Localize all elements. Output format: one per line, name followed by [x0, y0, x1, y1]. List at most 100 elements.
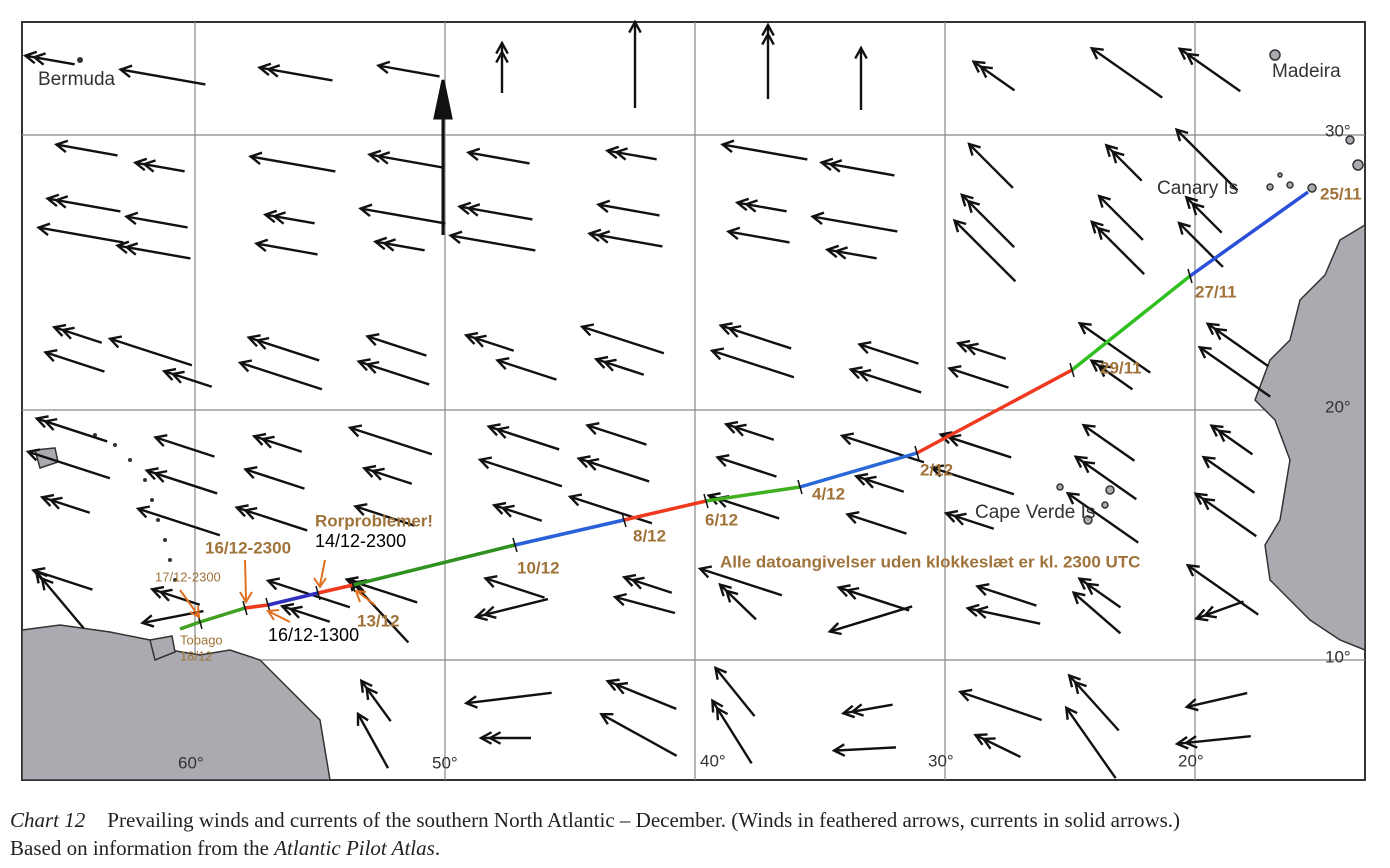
current-arrow: [810, 211, 898, 233]
wind-arrow: [478, 731, 531, 745]
arrow-shaft: [812, 215, 898, 233]
caption: Chart 12 Prevailing winds and currents of…: [10, 808, 1180, 832]
arrow-head: [1064, 705, 1078, 720]
arrow-head: [981, 737, 996, 750]
arrow-shaft: [236, 506, 308, 532]
arrow-head: [862, 475, 877, 489]
arrow-head: [170, 370, 185, 384]
caption-text: Prevailing winds and currents of the sou…: [107, 808, 1180, 832]
arrow-shaft: [841, 434, 925, 464]
arrow-head: [495, 40, 509, 55]
arrow-head: [491, 501, 507, 515]
date-label: 2/12: [920, 460, 953, 479]
arrow-head: [718, 582, 732, 597]
arrow-head: [621, 573, 637, 587]
current-arrow: [254, 238, 318, 256]
longitude-label: 60°: [178, 753, 204, 772]
arrow-head: [376, 60, 391, 75]
wind-arrow: [853, 472, 905, 493]
arrow-head: [596, 199, 611, 214]
arrow-head: [347, 577, 362, 592]
arrow-head: [605, 678, 620, 692]
arrow-shaft: [833, 746, 897, 752]
current-arrow: [1089, 46, 1163, 99]
arrow-head: [709, 347, 725, 361]
arrow-head: [978, 65, 993, 79]
wind-arrow: [605, 678, 677, 710]
arrow-shaft: [45, 351, 105, 373]
current-arrow: [36, 222, 124, 244]
wind-arrow: [718, 322, 792, 350]
arrow-head: [1081, 460, 1096, 474]
arrow-head: [254, 336, 270, 350]
arrow-head: [271, 211, 286, 225]
arrow-shaft: [1067, 492, 1139, 544]
arrow-head: [974, 605, 989, 619]
arrow-head: [1096, 364, 1111, 378]
current-arrow: [237, 359, 323, 391]
wind-arrow: [960, 193, 1016, 249]
wind-arrow: [149, 585, 201, 606]
arrow-shaft: [117, 244, 191, 260]
arrow-head: [1197, 345, 1212, 359]
wind-arrow: [836, 584, 910, 612]
arrow-head: [602, 358, 617, 372]
arrow-head: [840, 704, 856, 719]
arrow-head: [827, 159, 843, 173]
arrow-head: [726, 226, 741, 241]
current-arrow: [1077, 321, 1151, 374]
arrow-shaft: [120, 68, 206, 86]
latitude-label: 10°: [1325, 647, 1351, 666]
arrow-head: [1183, 735, 1198, 749]
caption-source: Atlantic Pilot Atlas: [272, 836, 435, 860]
wind-arrow: [971, 60, 1016, 92]
land: [21, 49, 1366, 781]
arrow-head: [587, 228, 602, 243]
route-leg: [1070, 274, 1192, 372]
arrow-head: [25, 448, 41, 462]
current-arrow: [358, 203, 446, 225]
arrow-shaft: [1090, 220, 1146, 276]
current-arrow: [709, 347, 795, 379]
arrow-head: [952, 512, 967, 526]
arrow-shaft: [378, 64, 440, 78]
date-label: 27/11: [1195, 282, 1237, 301]
arrow-head: [1185, 52, 1200, 66]
route-tick: [703, 493, 709, 509]
wind-arrow: [361, 464, 413, 485]
route-leg: [799, 451, 918, 489]
arrow-head: [1081, 423, 1096, 437]
arrow-shaft: [1075, 455, 1137, 501]
arrow-head: [613, 681, 629, 695]
arrow-head: [1077, 321, 1092, 335]
arrow-head: [966, 199, 981, 214]
arrow-head: [947, 365, 962, 378]
caption-label: Chart 12: [10, 808, 86, 832]
arrow-head: [1201, 497, 1216, 511]
wind-arrow: [234, 504, 308, 532]
arrow-head: [135, 505, 151, 519]
arrow-shaft: [479, 458, 563, 488]
arrow-shaft: [349, 426, 433, 456]
current-arrow: [1201, 455, 1256, 494]
arrow-head: [42, 417, 58, 431]
arrow-head: [593, 355, 609, 369]
wind-arrow: [161, 367, 213, 388]
current-arrow: [831, 743, 897, 757]
current-arrow: [1197, 345, 1271, 398]
arrow-head: [260, 435, 275, 449]
arrow-head: [43, 349, 58, 362]
wind-arrow: [711, 698, 753, 765]
wind-arrow: [587, 228, 663, 248]
arrow-head: [833, 246, 848, 260]
wind-arrow: [1090, 220, 1146, 276]
arrow-head: [48, 496, 63, 510]
wind-arrow: [39, 493, 91, 514]
arrow-head: [375, 151, 391, 165]
arrow-head: [243, 466, 258, 479]
arrow-head: [359, 678, 373, 693]
arrow-head: [482, 605, 497, 619]
arrow-head: [152, 469, 168, 483]
current-arrow: [495, 357, 557, 381]
current-arrow: [1184, 691, 1248, 712]
